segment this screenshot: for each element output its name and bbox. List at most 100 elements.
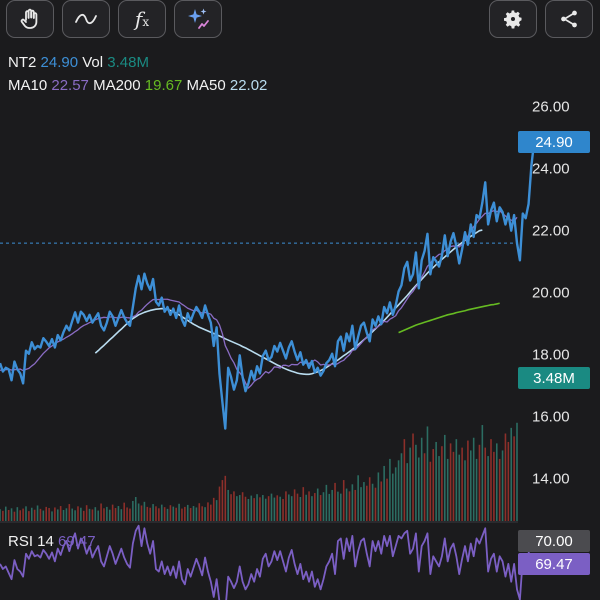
volume-bar xyxy=(285,491,287,521)
volume-bar xyxy=(322,492,325,521)
volume-bar xyxy=(94,507,97,521)
volume-bar xyxy=(117,506,120,521)
volume-bar xyxy=(120,509,123,521)
rsi-line xyxy=(0,524,536,600)
volume-bar xyxy=(363,482,365,521)
volume-bar xyxy=(160,504,163,521)
volume-bar xyxy=(28,511,30,521)
volume-bar xyxy=(91,509,94,521)
volume-bar xyxy=(175,507,177,521)
volume-bar xyxy=(262,495,264,521)
volume-bar xyxy=(501,450,504,521)
volume-bar xyxy=(351,484,354,521)
symbol-label: NT2 xyxy=(8,54,37,71)
settings-button[interactable] xyxy=(489,0,537,38)
volume-bar xyxy=(267,496,270,521)
ma-legend: MA10 22.57 MA200 19.67 MA50 22.02 xyxy=(8,77,267,94)
share-button[interactable] xyxy=(545,0,593,38)
volume-bar xyxy=(236,496,238,521)
volume-bar xyxy=(325,484,328,521)
volume-bar xyxy=(441,446,443,521)
volume-bar xyxy=(65,508,68,521)
volume-bar xyxy=(334,482,336,521)
volume-bar xyxy=(342,480,345,521)
volume-bar xyxy=(340,493,342,521)
volume-bar xyxy=(207,502,209,521)
volume-bar xyxy=(360,487,362,521)
volume-bar xyxy=(374,487,377,521)
volume-bar xyxy=(238,495,241,521)
volume-bar xyxy=(467,440,469,521)
volume-bar xyxy=(227,489,229,521)
ma200-value: 19.67 xyxy=(144,77,183,94)
volume-bar xyxy=(458,454,461,521)
volume-bar xyxy=(397,460,400,521)
volume-bar xyxy=(259,497,261,521)
volume-bar xyxy=(244,496,247,521)
volume-bar xyxy=(493,451,495,521)
volume-bar xyxy=(490,439,492,521)
volume-bar xyxy=(230,494,232,521)
volume-bar xyxy=(59,506,62,521)
volume-bar xyxy=(123,502,125,521)
volume-bar xyxy=(296,493,299,521)
volume-bar xyxy=(371,483,374,521)
sparkle-icon xyxy=(185,6,211,32)
volume-bar xyxy=(507,441,510,521)
indicator-wave-button[interactable] xyxy=(62,0,110,38)
volume-bar xyxy=(438,456,440,521)
ma10-value: 22.57 xyxy=(51,77,89,94)
volume-bar xyxy=(4,506,7,521)
price-tick: 20.00 xyxy=(532,284,570,302)
rsi-series xyxy=(0,524,536,600)
volume-bar xyxy=(221,480,224,521)
volume-bar xyxy=(273,497,276,521)
volume-bar xyxy=(186,504,189,521)
volume-bar xyxy=(452,451,455,521)
volume-bar xyxy=(418,457,420,521)
volume-bar xyxy=(80,507,82,521)
volume-bar xyxy=(192,506,195,521)
volume-bar xyxy=(126,507,128,521)
volume-bar xyxy=(103,508,105,521)
ai-insights-button[interactable] xyxy=(174,0,222,38)
price-tick: 14.00 xyxy=(532,470,570,488)
volume-bar xyxy=(155,506,157,521)
volume-bar xyxy=(19,510,22,521)
volume-bar xyxy=(166,508,169,521)
function-button[interactable]: fx xyxy=(118,0,166,38)
volume-bar xyxy=(169,505,172,521)
volume-bar xyxy=(409,447,411,521)
volume-bar xyxy=(189,508,192,521)
price-tick: 24.00 xyxy=(532,160,570,178)
volume-bar xyxy=(82,510,85,521)
volume-bar xyxy=(0,509,1,521)
volume-bar xyxy=(56,509,59,521)
volume-bar xyxy=(314,493,316,521)
volume-bar xyxy=(510,427,513,521)
volume-bar xyxy=(51,511,53,521)
volume-bar xyxy=(241,492,244,521)
volume-bars xyxy=(0,422,518,521)
volume-bar xyxy=(181,508,183,521)
volume-bar xyxy=(146,506,149,521)
rsi-label: RSI 14 xyxy=(8,533,54,550)
volume-bar xyxy=(71,508,73,521)
volume-bar xyxy=(2,510,4,521)
volume-bar xyxy=(39,508,42,521)
volume-bar xyxy=(464,460,466,521)
volume-bar xyxy=(22,508,24,521)
ma10-line xyxy=(0,210,518,389)
volume-bar xyxy=(406,463,409,521)
volume-bar xyxy=(88,508,91,521)
volume-bar xyxy=(290,496,293,521)
volume-bar xyxy=(420,437,423,521)
volume-bar xyxy=(108,509,111,521)
hand-tool-button[interactable] xyxy=(6,0,54,38)
volume-bar xyxy=(212,497,215,521)
volume-bar xyxy=(106,506,108,521)
volume-bar xyxy=(198,503,201,521)
volume-bar xyxy=(224,475,227,521)
volume-bar xyxy=(328,493,331,521)
